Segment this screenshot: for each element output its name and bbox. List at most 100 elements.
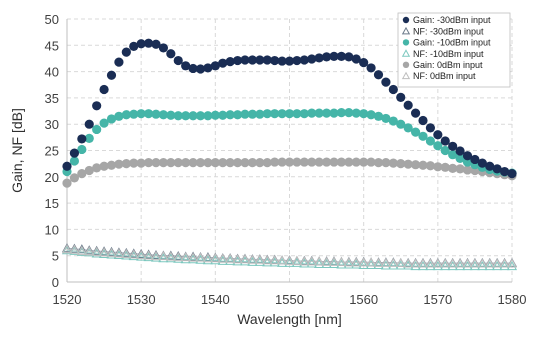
nf-point bbox=[284, 255, 295, 265]
nf-point bbox=[432, 258, 443, 268]
gain-point bbox=[121, 110, 131, 120]
gain-point bbox=[106, 70, 117, 80]
gain-point bbox=[92, 101, 102, 111]
nf-point bbox=[410, 260, 421, 271]
nf-point bbox=[165, 253, 176, 263]
gain-point bbox=[321, 108, 332, 118]
nf-point bbox=[277, 257, 288, 267]
nf-point bbox=[247, 256, 258, 266]
nf-point bbox=[306, 256, 317, 266]
nf-point bbox=[121, 250, 132, 260]
nf-point bbox=[69, 244, 80, 254]
gain-point bbox=[69, 148, 80, 158]
x-tick-label: 1580 bbox=[498, 292, 527, 307]
nf-point bbox=[388, 260, 399, 270]
legend-marker bbox=[401, 26, 411, 35]
nf-point bbox=[321, 258, 332, 268]
nf-point bbox=[217, 253, 228, 263]
gain-point bbox=[336, 51, 347, 61]
gain-point bbox=[351, 157, 361, 167]
gain-point bbox=[106, 114, 117, 124]
nf-point bbox=[239, 256, 251, 266]
nf-point bbox=[455, 260, 466, 271]
gain-point bbox=[299, 55, 309, 65]
nf-point bbox=[195, 252, 206, 262]
gain-point bbox=[77, 134, 87, 144]
nf-point bbox=[469, 260, 480, 271]
gain-point bbox=[129, 41, 139, 51]
gain-point bbox=[114, 57, 124, 67]
nf-point bbox=[417, 260, 429, 271]
gain-point bbox=[240, 55, 250, 65]
nf-point bbox=[254, 254, 265, 264]
gain-point bbox=[388, 116, 398, 126]
gain-point bbox=[195, 157, 206, 168]
y-tick-label: 35 bbox=[45, 91, 59, 106]
nf-point bbox=[455, 258, 466, 268]
legend-marker bbox=[402, 16, 410, 24]
nf-point bbox=[477, 258, 488, 268]
legend-entry: NF: -30dBm input bbox=[413, 26, 484, 36]
series-area bbox=[61, 38, 518, 271]
gain-point bbox=[448, 163, 458, 173]
gain-point bbox=[151, 109, 161, 119]
gain-point bbox=[307, 157, 317, 167]
nf-point bbox=[173, 250, 184, 261]
gain-point bbox=[181, 111, 191, 121]
nf-point bbox=[395, 257, 406, 267]
y-axis-label: Gain, NF [dB] bbox=[9, 108, 25, 193]
gain-point bbox=[388, 158, 398, 168]
nf-point bbox=[388, 257, 399, 267]
gain-point bbox=[433, 130, 443, 140]
nf-point bbox=[403, 258, 414, 268]
x-tick-label: 1540 bbox=[201, 292, 230, 307]
nf-point bbox=[165, 250, 176, 260]
gain-point bbox=[262, 55, 272, 65]
nf-point bbox=[447, 258, 458, 268]
gain-point bbox=[381, 113, 391, 124]
gain-point bbox=[225, 57, 235, 67]
nf-point bbox=[262, 257, 273, 267]
gain-point bbox=[218, 157, 228, 168]
legend-box bbox=[397, 12, 511, 88]
gain-point bbox=[425, 136, 436, 146]
gain-point bbox=[373, 70, 384, 80]
gain-point bbox=[136, 158, 146, 168]
gain-point bbox=[373, 111, 384, 121]
nf-point bbox=[321, 256, 332, 266]
gain-point bbox=[136, 39, 146, 49]
gain-point bbox=[366, 63, 376, 73]
nf-point bbox=[113, 248, 124, 258]
nf-point bbox=[239, 254, 251, 264]
nf-point bbox=[262, 255, 273, 265]
gain-point bbox=[373, 157, 384, 168]
nf-point bbox=[336, 259, 347, 269]
gain-point bbox=[440, 162, 450, 172]
nf-point bbox=[128, 249, 139, 259]
gain-point bbox=[143, 157, 154, 168]
nf-point bbox=[121, 247, 132, 257]
series-0 bbox=[62, 38, 517, 179]
nf-point bbox=[106, 246, 117, 256]
gain-point bbox=[69, 173, 80, 183]
nf-point bbox=[188, 251, 199, 261]
nf-point bbox=[299, 256, 310, 266]
gain-point bbox=[314, 157, 324, 167]
gain-point bbox=[247, 157, 258, 168]
nf-point bbox=[351, 259, 362, 269]
nf-point bbox=[202, 255, 213, 265]
gain-point bbox=[106, 160, 117, 170]
gain-point bbox=[396, 159, 406, 169]
gain-point bbox=[270, 109, 280, 119]
gain-point bbox=[462, 165, 473, 175]
gain-point bbox=[403, 159, 413, 169]
nf-point bbox=[136, 248, 147, 258]
series-line bbox=[66, 248, 512, 265]
gain-point bbox=[62, 178, 72, 188]
gain-point bbox=[284, 109, 295, 119]
legend-entry: Gain: -30dBm input bbox=[413, 15, 491, 25]
gain-point bbox=[418, 115, 428, 126]
gain-point bbox=[344, 157, 354, 167]
